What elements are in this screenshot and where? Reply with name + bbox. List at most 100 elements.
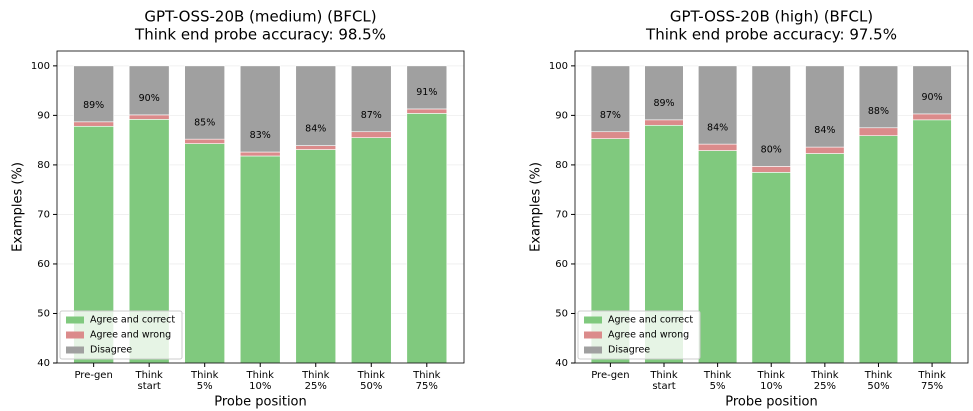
- bar-segment: [239, 65, 281, 153]
- bar-label: 80%: [761, 145, 782, 156]
- chart-title: GPT-OSS-20B (medium) (BFCL): [144, 8, 376, 26]
- bar-segment: [912, 113, 952, 121]
- legend-label: Agree and correct: [608, 315, 693, 326]
- bar-segment: [295, 149, 337, 364]
- bar-segment: [295, 65, 337, 146]
- bar-segment: [184, 138, 225, 144]
- y-tick-label: 90: [37, 110, 50, 121]
- bar-segment: [406, 108, 448, 114]
- legend-label: Agree and correct: [90, 315, 175, 326]
- x-axis-label: Probe position: [725, 395, 818, 410]
- bar-segment: [295, 145, 337, 150]
- bar-label: 84%: [707, 122, 728, 133]
- y-tick-label: 40: [37, 358, 50, 369]
- y-tick-label: 100: [549, 61, 568, 72]
- legend-swatch: [66, 346, 84, 354]
- bar-segment: [858, 135, 899, 364]
- bar-segment: [184, 143, 225, 364]
- x-tick-label: Think 50%: [357, 370, 386, 392]
- legend-swatch: [584, 331, 602, 339]
- bar-segment: [644, 119, 684, 126]
- bar-segment: [912, 119, 952, 364]
- bar-label: 83%: [250, 130, 271, 141]
- x-tick-label: Think 10%: [757, 370, 786, 392]
- x-axis-label: Probe position: [214, 395, 307, 410]
- bar-segment: [350, 65, 392, 133]
- bar-segment: [858, 65, 899, 129]
- y-tick-label: 70: [555, 209, 568, 220]
- bar-segment: [73, 65, 114, 123]
- y-tick-label: 50: [555, 308, 568, 319]
- bar-segment: [590, 65, 630, 133]
- bar-segment: [751, 172, 791, 364]
- x-tick-label: Pre-gen: [591, 370, 629, 381]
- x-tick-label: Think 25%: [301, 370, 330, 392]
- y-axis-label: Examples (%): [11, 162, 26, 252]
- bar-label: 87%: [600, 110, 621, 121]
- bar-segment: [805, 146, 845, 154]
- bar-segment: [239, 151, 281, 157]
- legend-label: Disagree: [90, 345, 132, 356]
- bar-segment: [239, 155, 281, 364]
- chart-title: GPT-OSS-20B (high) (BFCL): [670, 8, 873, 26]
- bar-segment: [73, 121, 114, 127]
- bar-segment: [128, 65, 170, 116]
- x-tick-label: Think 5%: [190, 370, 219, 392]
- bar-segment: [590, 131, 630, 139]
- bar-label: 89%: [83, 100, 104, 111]
- y-tick-label: 50: [37, 308, 50, 319]
- bar-segment: [184, 65, 225, 140]
- legend-swatch: [584, 346, 602, 354]
- y-axis-label: Examples (%): [529, 162, 544, 252]
- x-tick-label: Pre-gen: [74, 370, 112, 381]
- bar-segment: [805, 153, 845, 364]
- bar-label: 85%: [194, 117, 215, 128]
- bar-label: 84%: [814, 125, 835, 136]
- bar-segment: [805, 65, 845, 148]
- bar-segment: [406, 65, 448, 110]
- y-tick-label: 100: [31, 61, 50, 72]
- legend-swatch: [66, 316, 84, 324]
- bar-label: 89%: [653, 98, 674, 109]
- x-tick-label: Think start: [134, 370, 163, 392]
- bar-segment: [751, 166, 791, 173]
- legend-box: [577, 310, 701, 360]
- legend-swatch: [584, 316, 602, 324]
- x-tick-label: Think 5%: [703, 370, 732, 392]
- x-tick-label: Think 10%: [246, 370, 275, 392]
- legend-box: [59, 310, 183, 360]
- chart-subtitle: Think end probe accuracy: 98.5%: [134, 26, 386, 44]
- x-tick-label: Think start: [649, 370, 678, 392]
- bar-segment: [350, 131, 392, 138]
- x-tick-label: Think 25%: [810, 370, 839, 392]
- axes-frame: [574, 50, 969, 364]
- bar-segment: [350, 137, 392, 364]
- x-tick-label: Think 75%: [917, 370, 946, 392]
- bar-label: 90%: [139, 93, 160, 104]
- legend-label: Agree and wrong: [608, 330, 689, 341]
- x-tick-label: Think 50%: [864, 370, 893, 392]
- bar-segment: [698, 150, 738, 364]
- bar-label: 84%: [305, 124, 326, 135]
- y-tick-label: 40: [555, 358, 568, 369]
- y-tick-label: 60: [37, 259, 50, 270]
- bar-label: 90%: [922, 92, 943, 103]
- y-tick-label: 60: [555, 259, 568, 270]
- y-tick-label: 90: [555, 110, 568, 121]
- bar-segment: [751, 65, 791, 167]
- bar-segment: [698, 143, 738, 151]
- bar-segment: [128, 114, 170, 120]
- bar-segment: [698, 65, 738, 145]
- legend-label: Disagree: [608, 345, 650, 356]
- bar-segment: [912, 65, 952, 115]
- y-tick-label: 80: [555, 160, 568, 171]
- chart-subtitle: Think end probe accuracy: 97.5%: [645, 26, 897, 44]
- bar-segment: [644, 65, 684, 121]
- legend-swatch: [66, 331, 84, 339]
- bar-segment: [406, 113, 448, 364]
- x-tick-label: Think 75%: [412, 370, 441, 392]
- y-tick-label: 80: [37, 160, 50, 171]
- legend-label: Agree and wrong: [90, 330, 171, 341]
- axes-frame: [56, 50, 465, 364]
